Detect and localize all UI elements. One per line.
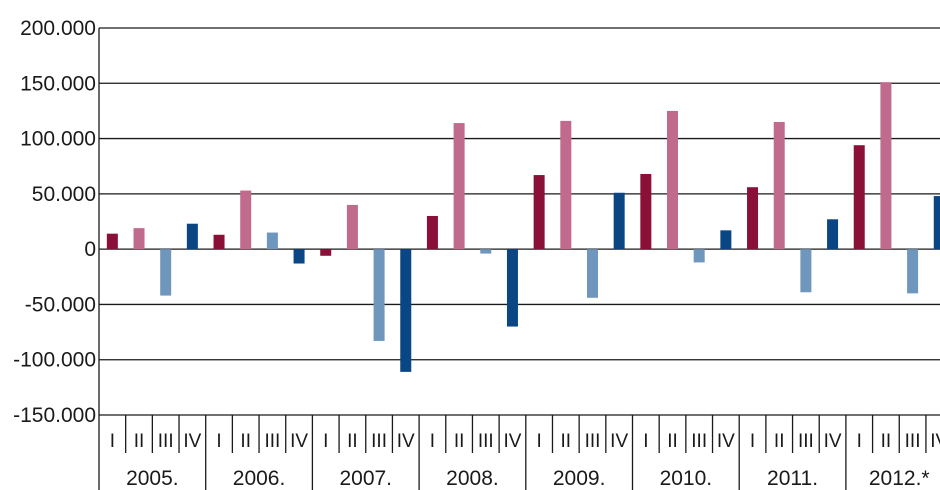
y-tick-label: 0 [84, 238, 96, 261]
bar [506, 249, 518, 327]
bar [907, 249, 919, 294]
bar [480, 249, 492, 254]
quarter-label: II [881, 431, 892, 452]
y-tick-labels: 200.000 150.000 100.000 50.000 0 -50.000 -100.… [13, 17, 96, 427]
bar [720, 230, 732, 250]
bar [160, 249, 172, 296]
quarter-label: III [371, 431, 387, 452]
year-label: 2007. [339, 467, 392, 490]
y-tick-label: 100.000 [20, 128, 96, 151]
bar [213, 234, 225, 250]
quarter-label: III [158, 431, 174, 452]
bar [453, 123, 465, 250]
bar [186, 223, 198, 250]
bar [560, 120, 572, 250]
y-tick-label: 50.000 [32, 183, 96, 206]
bar [240, 190, 252, 250]
axes [98, 28, 927, 490]
year-label: 2009. [553, 467, 606, 490]
quarter-label: IV [397, 431, 415, 452]
bar [346, 204, 358, 250]
y-tick-label: -50.000 [25, 293, 96, 316]
y-tick-label: 200.000 [20, 17, 96, 40]
quarter-label: IV [824, 431, 842, 452]
bars [106, 82, 940, 372]
quarter-label: IV [717, 431, 735, 452]
bar [320, 249, 332, 256]
bar [667, 110, 679, 250]
bar [586, 249, 598, 298]
bar [373, 249, 385, 341]
bar [773, 121, 785, 250]
quarter-label: I [857, 431, 862, 452]
year-label: 2012.* [869, 467, 930, 490]
bar [293, 249, 305, 264]
bar [880, 82, 892, 250]
quarter-label: II [774, 431, 785, 452]
y-tick-label: -100.000 [13, 349, 96, 372]
bar [640, 173, 652, 250]
bar [426, 215, 438, 250]
bar [853, 145, 865, 250]
quarter-label: II [561, 431, 572, 452]
year-label: 2008. [446, 467, 499, 490]
quarter-label: II [347, 431, 358, 452]
quarter-label: III [585, 431, 601, 452]
quarter-label: II [454, 431, 465, 452]
quarter-label: IV [503, 431, 521, 452]
quarter-label: III [905, 431, 921, 452]
bar [266, 232, 278, 250]
quarter-label: IV [290, 431, 308, 452]
year-label: 2010. [660, 467, 713, 490]
quarter-label: I [110, 431, 115, 452]
quarter-label: III [798, 431, 814, 452]
quarter-label: II [134, 431, 145, 452]
quarter-label: I [430, 431, 435, 452]
quarter-label: IV [610, 431, 628, 452]
bar [827, 219, 839, 250]
bar [613, 192, 625, 250]
quarter-label: I [216, 431, 221, 452]
quarter-label: IV [183, 431, 201, 452]
bar [133, 228, 145, 250]
quarter-label: I [750, 431, 755, 452]
quarter-label: I [536, 431, 541, 452]
quarter-label: IV [930, 431, 940, 452]
quarter-label: I [323, 431, 328, 452]
bar [106, 233, 118, 250]
year-label: 2005. [126, 467, 179, 490]
quarter-label: II [240, 431, 251, 452]
bar [933, 196, 940, 250]
quarter-label: III [691, 431, 707, 452]
y-tick-label: -150.000 [13, 404, 96, 427]
quarter-label: III [264, 431, 280, 452]
bar [533, 175, 545, 250]
gridlines [99, 27, 940, 416]
quarter-label: III [478, 431, 494, 452]
year-label: 2006. [233, 467, 286, 490]
y-tick-label: 150.000 [20, 72, 96, 95]
quarter-label: II [667, 431, 678, 452]
quarter-label: I [643, 431, 648, 452]
bar [400, 249, 412, 372]
year-label: 2011. [767, 467, 818, 490]
bar [800, 249, 812, 293]
bar [693, 249, 705, 263]
bar [747, 187, 759, 250]
